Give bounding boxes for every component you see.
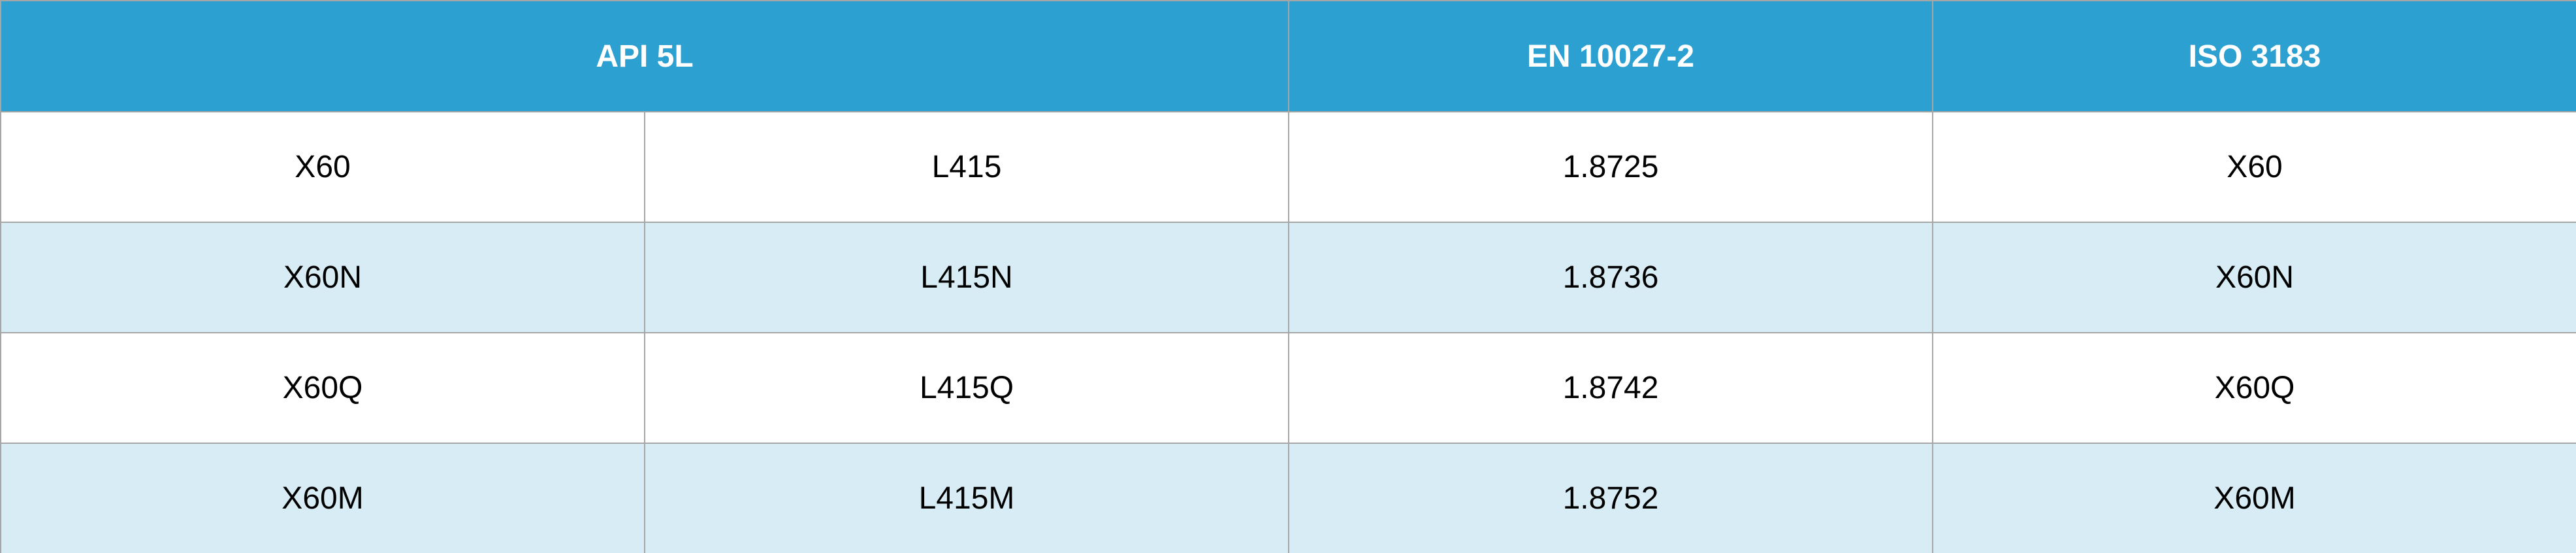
- cell-api-grade: X60: [1, 112, 645, 222]
- cell-api-lgrade: L415M: [645, 443, 1289, 553]
- table-row: X60 L415 1.8725 X60: [1, 112, 2576, 222]
- cell-iso-grade: X60Q: [1933, 333, 2576, 443]
- cell-iso-grade: X60: [1933, 112, 2576, 222]
- table-header: API 5L EN 10027-2 ISO 3183: [1, 1, 2576, 112]
- cell-iso-grade: X60N: [1933, 222, 2576, 333]
- table-body: X60 L415 1.8725 X60 X60N L415N 1.8736 X6…: [1, 112, 2576, 553]
- cell-api-grade: X60Q: [1, 333, 645, 443]
- cell-api-grade: X60M: [1, 443, 645, 553]
- cell-en-number: 1.8736: [1289, 222, 1933, 333]
- steel-standards-table: API 5L EN 10027-2 ISO 3183 X60 L415 1.87…: [0, 0, 2576, 553]
- table-row: X60M L415M 1.8752 X60M: [1, 443, 2576, 553]
- cell-api-lgrade: L415: [645, 112, 1289, 222]
- cell-en-number: 1.8725: [1289, 112, 1933, 222]
- header-en-10027-2: EN 10027-2: [1289, 1, 1933, 112]
- header-api-5l: API 5L: [1, 1, 1289, 112]
- table-header-row: API 5L EN 10027-2 ISO 3183: [1, 1, 2576, 112]
- cell-api-grade: X60N: [1, 222, 645, 333]
- cell-api-lgrade: L415N: [645, 222, 1289, 333]
- table-row: X60N L415N 1.8736 X60N: [1, 222, 2576, 333]
- header-iso-3183: ISO 3183: [1933, 1, 2576, 112]
- cell-en-number: 1.8752: [1289, 443, 1933, 553]
- table-row: X60Q L415Q 1.8742 X60Q: [1, 333, 2576, 443]
- cell-iso-grade: X60M: [1933, 443, 2576, 553]
- cell-en-number: 1.8742: [1289, 333, 1933, 443]
- cell-api-lgrade: L415Q: [645, 333, 1289, 443]
